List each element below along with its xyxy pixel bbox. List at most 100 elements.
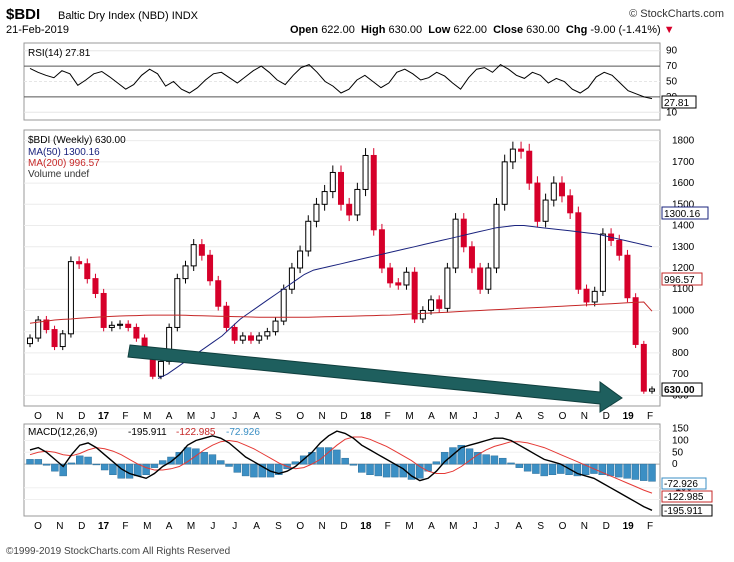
x-tick-label: D	[603, 411, 610, 422]
x-tick-label: M	[449, 521, 457, 532]
rsi-line	[29, 63, 653, 100]
candle-body	[215, 280, 222, 307]
candle-body	[26, 337, 34, 345]
change-label: Chg	[565, 24, 588, 36]
macd-hist-bar	[374, 463, 383, 477]
x-tick-label: F	[647, 521, 653, 532]
macd-hist-bar	[349, 463, 358, 466]
x-tick-label: N	[581, 521, 588, 532]
x-tick-label: M	[405, 411, 413, 422]
candle-body	[256, 335, 263, 341]
x-tick-label: J	[495, 521, 500, 532]
x-tick-label: O	[559, 521, 567, 532]
macd-hist-bar	[490, 455, 499, 465]
macd-hist-bar	[233, 463, 242, 473]
x-tick-label: 19	[623, 521, 635, 532]
candle-body	[125, 323, 132, 328]
macd-hist-bar	[449, 447, 457, 465]
macd-hist-bar	[100, 463, 109, 471]
low-value: 622.00	[453, 24, 487, 36]
close-label: Close	[493, 24, 524, 36]
candle-body	[51, 329, 58, 348]
candle-body	[329, 171, 336, 193]
candle-body	[84, 263, 91, 280]
macd-hist-bar	[474, 452, 482, 465]
rsi-tick-label: 70	[666, 61, 678, 72]
x-tick-label: D	[340, 411, 347, 422]
rsi-panel: 9070503010 RSI(14) 27.81 27.81	[23, 42, 697, 121]
candle-body	[264, 331, 271, 337]
macd-hist-bar	[615, 463, 623, 478]
candle-body	[387, 267, 394, 284]
macd-hist-last-label: -72.926	[664, 479, 698, 490]
x-tick-label: F	[385, 411, 391, 422]
rsi-last-value: 27.81	[661, 95, 697, 109]
macd-legend-signal: -122.985	[176, 427, 216, 438]
macd-hist-bar	[316, 447, 324, 465]
ma200-line	[29, 301, 653, 324]
chart-symbol: $BDI	[6, 6, 41, 23]
close-last-value: 630.00	[661, 382, 703, 397]
candle-body	[395, 282, 402, 286]
macd-hist-bar	[465, 448, 474, 465]
macd-hist-bar	[142, 463, 150, 475]
candle-body	[550, 182, 557, 201]
candle-body	[501, 161, 508, 205]
macd-hist-bar	[217, 460, 225, 465]
candle-body	[207, 254, 214, 282]
candle-body	[518, 148, 525, 152]
x-tick-label: 18	[360, 521, 372, 532]
x-tick-label: O	[34, 411, 42, 422]
open-label: Open	[290, 24, 319, 36]
macd-hist-bar	[109, 463, 117, 475]
macd-hist-last: -72.926	[661, 477, 707, 490]
macd-hist-bar	[639, 463, 648, 481]
ma50-line	[157, 225, 653, 379]
macd-hist-bar	[498, 457, 507, 465]
macd-hist-bar	[598, 463, 606, 475]
macd-hist-bar	[623, 463, 631, 479]
exchange-label: INDX	[171, 10, 198, 22]
macd-hist-bar	[457, 444, 465, 465]
price-x-axis: O N D 17 F M A M J J A S O N D 18 F M A M J J A S O N D 19 F	[34, 411, 653, 422]
price-panel: 1800 1700 1600 1500 1400 1300 1200 1100 1000 900 8…	[23, 129, 709, 422]
macd-legend-macd: -195.911	[128, 427, 167, 438]
high-label: High	[360, 24, 386, 36]
candle-body	[280, 288, 287, 322]
x-tick-label: 17	[98, 521, 110, 532]
candle-body	[575, 212, 582, 290]
rsi-tick-label: 50	[666, 77, 678, 88]
candle-body	[468, 246, 475, 269]
macd-hist-bar	[208, 454, 217, 465]
price-tick-label: 1400	[672, 221, 695, 232]
x-tick-label: O	[296, 521, 304, 532]
x-tick-label: J	[210, 521, 215, 532]
candle-body	[67, 261, 74, 335]
macd-hist-bar	[67, 462, 76, 465]
high-value: 630.00	[388, 24, 423, 36]
macd-hist-bar	[84, 456, 92, 465]
close-value: 630.00	[526, 24, 560, 36]
candle-body	[272, 320, 279, 333]
candle-body	[174, 278, 181, 328]
candle-body	[370, 154, 377, 231]
candle-body	[444, 267, 451, 309]
x-tick-label: F	[385, 521, 391, 532]
macd-tick-label: 50	[672, 447, 684, 458]
x-tick-label: M	[405, 521, 413, 532]
macd-hist-bar	[540, 463, 548, 477]
candle-body	[117, 323, 124, 326]
x-tick-label: A	[253, 411, 260, 422]
price-tick-label: 1600	[672, 178, 695, 189]
x-tick-label: J	[210, 411, 215, 422]
macd-hist-bar	[399, 463, 407, 478]
macd-hist-bar	[416, 463, 424, 479]
stockcharts-logo[interactable]: © StockCharts.com	[629, 8, 724, 20]
x-tick-label: F	[647, 411, 653, 422]
candle-body	[534, 182, 541, 222]
macd-hist-bar	[407, 463, 416, 480]
candle-body	[92, 278, 99, 294]
x-tick-label: J	[473, 411, 478, 422]
